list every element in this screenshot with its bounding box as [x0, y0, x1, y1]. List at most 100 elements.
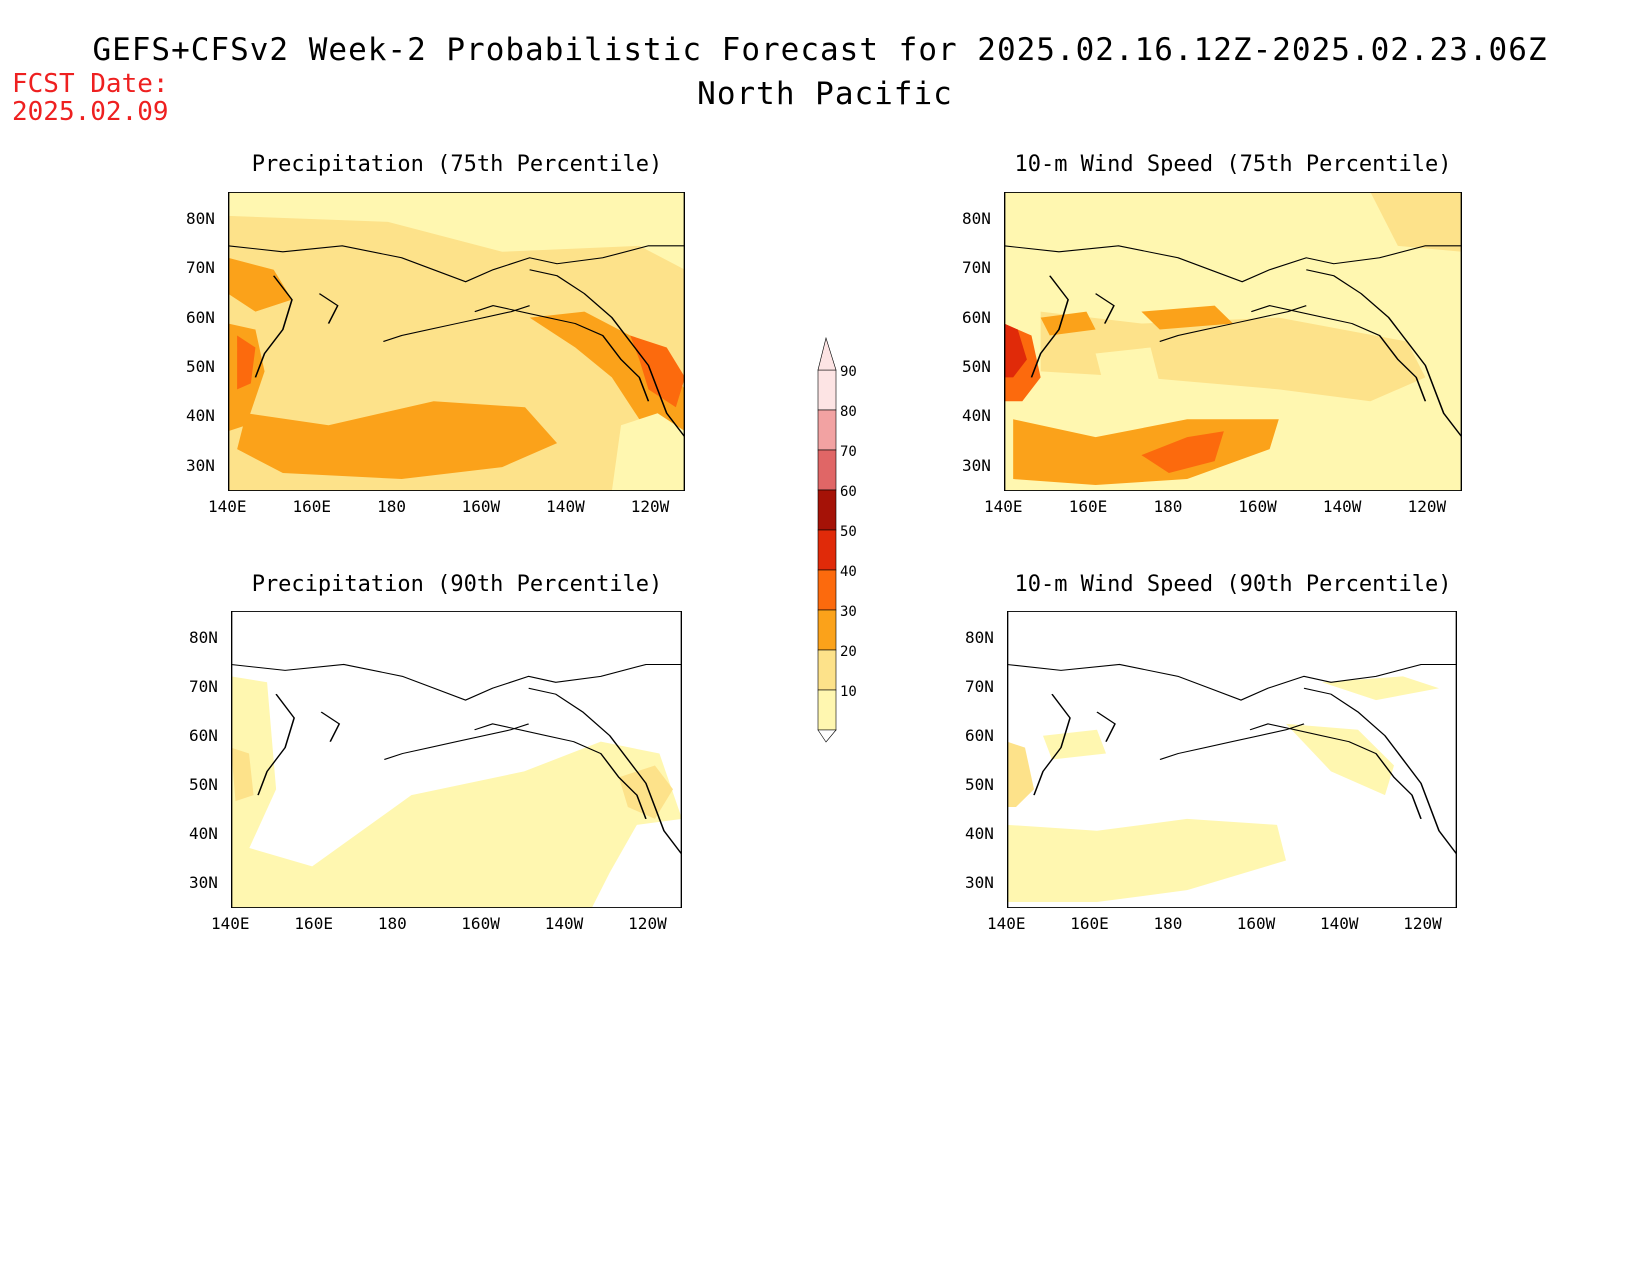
coastline — [257, 693, 295, 796]
colorbar-segment — [817, 489, 837, 531]
colorbar-segment — [817, 529, 837, 571]
lat-tick-label: 50N — [962, 356, 991, 376]
red-orange-area-central-pacific — [1141, 431, 1224, 474]
map-precip-90 — [231, 611, 682, 908]
lon-tick-label: 160W — [1236, 914, 1276, 933]
lat-tick-label: 40N — [186, 406, 215, 426]
white-area-north-pacific — [1095, 347, 1160, 390]
coastline — [318, 293, 339, 324]
lon-tick-label: 180 — [1153, 497, 1183, 516]
orange-area-bering-south — [1040, 311, 1096, 336]
pale-yellow-area-okhotsk — [1043, 729, 1106, 760]
lon-tick-label: 140E — [987, 914, 1026, 933]
lat-tick-label: 80N — [962, 208, 991, 228]
lat-tick-label: 30N — [189, 872, 218, 892]
panel-title-wind-90: 10-m Wind Speed (90th Percentile) — [1014, 572, 1452, 597]
lat-tick-label: 30N — [965, 872, 994, 892]
probability-colorbar: 90 80 70 60 50 40 30 20 10 — [817, 336, 857, 743]
lon-tick-label: 160E — [1070, 914, 1109, 933]
coastline — [1095, 293, 1115, 324]
region-subtitle: North Pacific — [697, 76, 953, 112]
panel-title-precip-90: Precipitation (90th Percentile) — [251, 572, 663, 597]
coastline — [1250, 305, 1427, 402]
red-orange-area-british-columbia — [630, 335, 685, 408]
lat-tick-label: 30N — [186, 455, 215, 475]
yellow-area-arctic-east — [1370, 192, 1462, 252]
coastline — [254, 275, 293, 378]
lon-tick-label: 160E — [292, 497, 332, 516]
lat-tick-label: 40N — [189, 823, 218, 843]
yellow-area-north-pacific — [1040, 311, 1426, 402]
white-area-california-offshore — [1361, 413, 1408, 474]
lon-tick-label: 160E — [294, 914, 333, 933]
coastline — [1306, 269, 1462, 438]
colorbar-segment — [817, 409, 837, 451]
lon-tick-label: 120W — [1403, 914, 1442, 933]
coastline — [1033, 693, 1071, 796]
coastline — [383, 723, 530, 760]
coastline — [1159, 305, 1307, 342]
lon-tick-label: 160E — [1068, 497, 1108, 516]
pale-yellow-background-area — [228, 192, 685, 491]
lon-tick-label: 140W — [544, 914, 584, 933]
map-wind-75 — [1004, 192, 1462, 491]
coastline — [228, 245, 685, 283]
coastline — [1004, 245, 1462, 283]
pale-yellow-area-west-coast-asia — [231, 676, 277, 855]
panel-title-wind-75: 10-m Wind Speed (75th Percentile) — [1014, 152, 1452, 177]
colorbar-segment — [817, 369, 837, 411]
red-orange-area-kuril — [237, 335, 256, 390]
lat-tick-label: 80N — [189, 627, 218, 647]
lat-tick-label: 60N — [186, 307, 215, 327]
lat-tick-label: 80N — [965, 627, 994, 647]
colorbar-label: 50 — [840, 524, 857, 540]
lon-tick-label: 140E — [211, 914, 250, 933]
coastline — [474, 723, 647, 820]
lat-tick-label: 70N — [962, 258, 991, 278]
lon-tick-label: 180 — [377, 497, 406, 516]
coastline — [1096, 711, 1116, 742]
lon-tick-label: 140E — [208, 497, 247, 516]
pale-yellow-area-arctic — [1322, 676, 1439, 701]
lat-tick-label: 40N — [962, 406, 991, 426]
lat-tick-label: 50N — [186, 356, 215, 376]
coastline — [529, 269, 685, 438]
coastline — [1303, 687, 1457, 855]
yellow-area-british-columbia — [618, 765, 673, 819]
red-area-kamchatka — [1004, 323, 1027, 378]
pale-yellow-area-central-pacific — [1007, 818, 1286, 903]
white-area-california-offshore — [611, 413, 685, 491]
colorbar-label: 90 — [840, 364, 857, 380]
colorbar-segment — [817, 649, 837, 691]
lat-tick-label: 40N — [965, 823, 994, 843]
lat-tick-label: 60N — [965, 725, 994, 745]
coastline — [1030, 275, 1069, 378]
pale-yellow-area-central-pacific — [231, 741, 682, 908]
lon-tick-label: 140E — [984, 497, 1023, 516]
coastline — [231, 663, 682, 701]
colorbar-segment — [817, 609, 837, 651]
colorbar-label: 80 — [840, 404, 857, 420]
map-precip-75 — [228, 192, 685, 491]
lon-tick-label: 120W — [1407, 497, 1447, 516]
lon-tick-label: 140W — [1320, 914, 1359, 933]
lat-tick-label: 60N — [962, 307, 991, 327]
lat-tick-label: 60N — [189, 725, 218, 745]
colorbar-label: 70 — [840, 444, 857, 460]
panel-title-precip-75: Precipitation (75th Percentile) — [251, 152, 663, 177]
lat-tick-label: 30N — [962, 455, 991, 475]
lon-tick-label: 160W — [461, 914, 500, 933]
lon-tick-label: 160W — [1238, 497, 1277, 516]
colorbar-top-cap — [817, 336, 837, 371]
fcst-date-value: 2025.02.09 — [12, 97, 169, 127]
main-title: GEFS+CFSv2 Week-2 Probabilistic Forecast… — [92, 32, 1548, 68]
coastline — [383, 305, 530, 342]
coastline — [320, 711, 341, 742]
colorbar-segment — [817, 689, 837, 731]
lat-tick-label: 80N — [186, 208, 215, 228]
lon-tick-label: 140W — [546, 497, 585, 516]
colorbar-label: 10 — [840, 684, 857, 700]
lat-tick-label: 50N — [965, 774, 994, 794]
colorbar-label: 40 — [840, 564, 857, 580]
lat-tick-label: 50N — [189, 774, 218, 794]
